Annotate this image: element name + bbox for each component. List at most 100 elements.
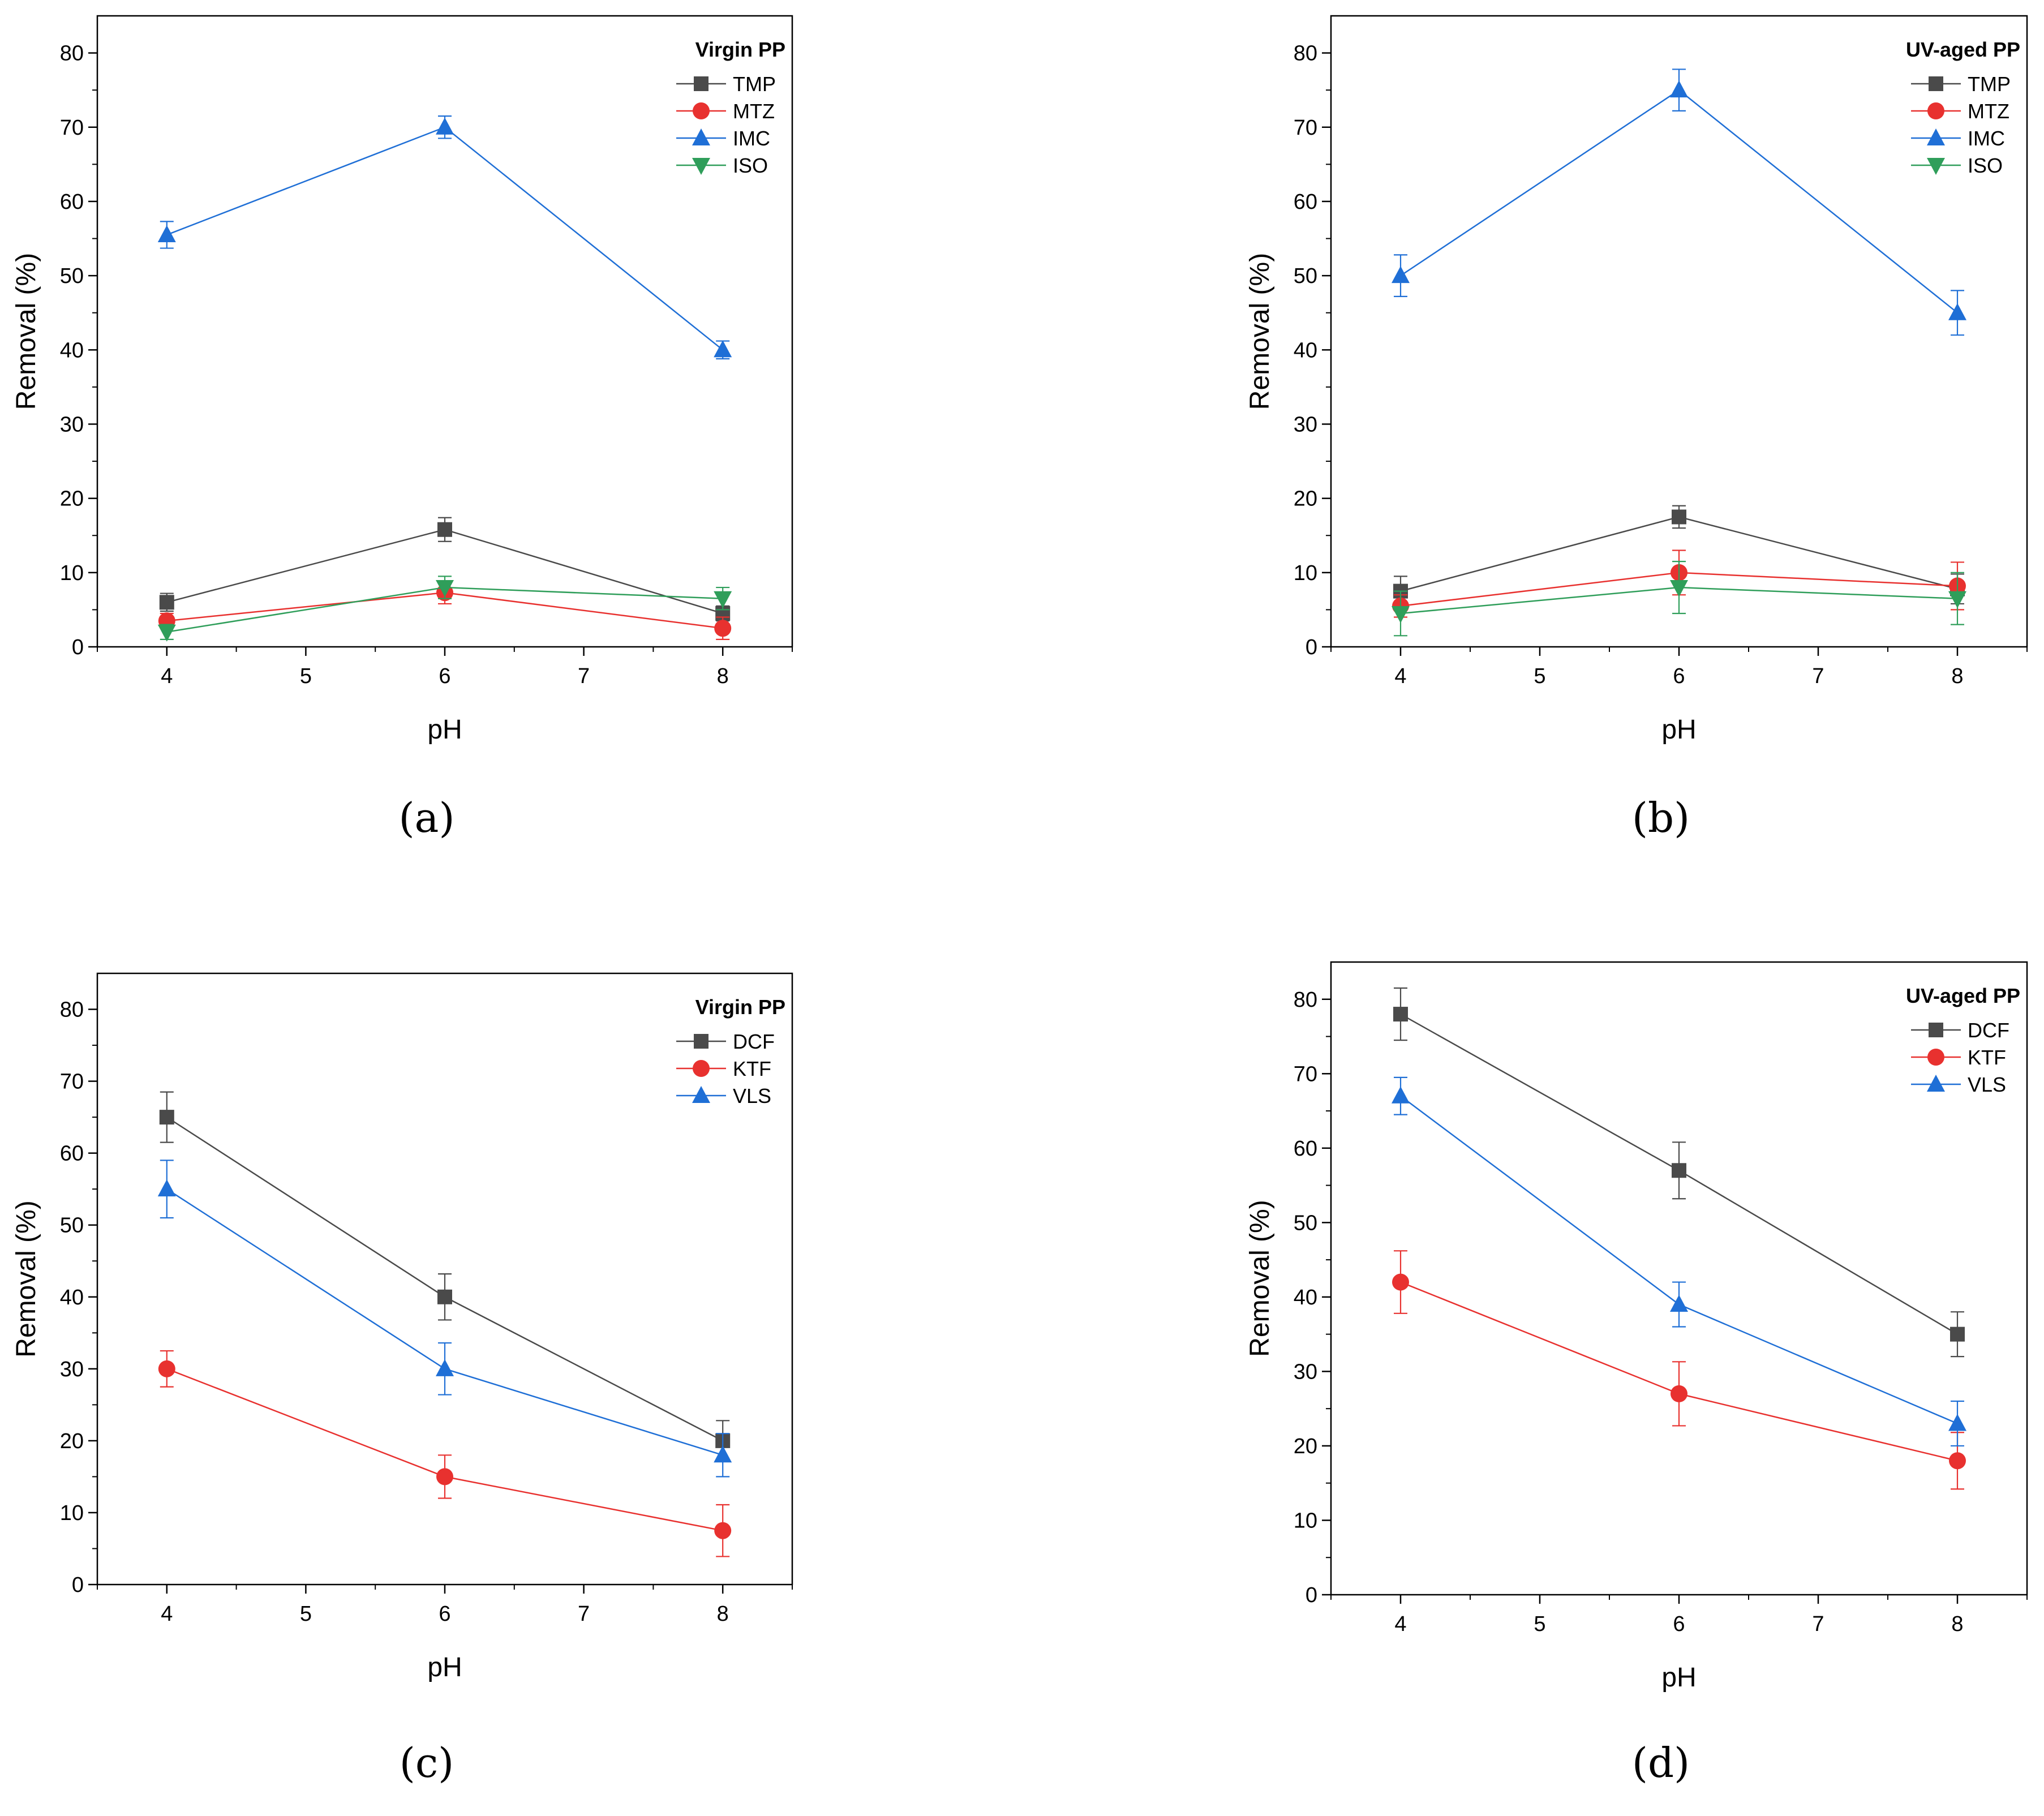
- x-tick-label: 7: [578, 664, 590, 688]
- x-tick-label: 4: [161, 1602, 173, 1626]
- y-tick-label: 10: [60, 1501, 84, 1525]
- series-tmp: [159, 517, 731, 622]
- legend-label: ISO: [733, 154, 768, 177]
- x-tick-label: 8: [717, 664, 729, 688]
- x-tick-label: 8: [1951, 1612, 1963, 1636]
- y-tick-label: 70: [1294, 1062, 1317, 1086]
- x-axis-title: pH: [1661, 1663, 1696, 1693]
- y-tick-label: 0: [1306, 1583, 1317, 1607]
- y-tick-label: 0: [72, 1573, 84, 1597]
- data-point: [1392, 606, 1410, 623]
- data-point: [1671, 1385, 1687, 1402]
- data-point: [436, 1468, 453, 1486]
- legend-label: DCF: [1968, 1019, 2009, 1042]
- legend-label: KTF: [733, 1057, 771, 1080]
- data-point: [1672, 1163, 1686, 1178]
- legend-marker: [1929, 76, 1943, 91]
- legend-marker: [693, 102, 710, 119]
- series-imc: [1392, 68, 1966, 336]
- y-tick-label: 40: [1294, 1286, 1317, 1310]
- data-point: [1948, 591, 1966, 608]
- y-tick-label: 0: [72, 636, 84, 659]
- series-line: [1400, 89, 1958, 314]
- y-tick-label: 30: [1294, 413, 1317, 436]
- data-point: [1393, 1007, 1408, 1022]
- data-point: [158, 1360, 175, 1377]
- data-point: [714, 591, 732, 608]
- x-axis-title: pH: [427, 1652, 462, 1682]
- legend-marker: [1929, 1023, 1943, 1037]
- legend-label: DCF: [733, 1030, 775, 1053]
- y-tick-label: 60: [1294, 1137, 1317, 1161]
- y-tick-label: 30: [60, 413, 84, 436]
- y-tick-label: 80: [1294, 988, 1317, 1012]
- x-axis-title: pH: [427, 715, 462, 745]
- data-point: [1670, 1295, 1688, 1312]
- y-tick-label: 70: [60, 1070, 84, 1094]
- legend: Virgin PP TMP MTZ IMC ISO: [676, 38, 785, 177]
- legend-label: ISO: [1968, 154, 2003, 177]
- data-point: [436, 580, 454, 598]
- y-tick-label: 10: [1294, 561, 1317, 585]
- legend-label: IMC: [733, 127, 770, 150]
- data-point: [1948, 303, 1966, 320]
- data-point: [1670, 580, 1688, 598]
- data-point: [1672, 509, 1686, 525]
- y-tick-label: 30: [1294, 1360, 1317, 1384]
- y-tick-label: 60: [60, 1142, 84, 1166]
- y-tick-label: 20: [1294, 487, 1317, 511]
- legend-marker: [693, 1060, 710, 1077]
- legend-label: VLS: [1968, 1073, 2006, 1096]
- data-point: [1392, 1086, 1410, 1104]
- legend-marker: [694, 1034, 708, 1049]
- legend-marker: [1927, 1075, 1945, 1092]
- panel-caption: (b): [1632, 794, 1690, 842]
- legend-label: VLS: [733, 1084, 771, 1107]
- x-tick-label: 8: [717, 1602, 729, 1626]
- legend-marker: [1927, 158, 1945, 175]
- y-tick-label: 60: [1294, 190, 1317, 214]
- legend-marker: [692, 158, 710, 175]
- data-point: [714, 620, 732, 637]
- panel-b: 0 10 20 30 40 50 60 70 80 4 5 6 7 8 pH Removal (%) UV-ag…: [1245, 15, 2028, 842]
- legend-label: MTZ: [1968, 100, 2009, 123]
- legend-label: TMP: [1968, 72, 2011, 96]
- legend-marker: [1927, 102, 1944, 119]
- data-point: [1670, 80, 1688, 98]
- y-tick-label: 40: [60, 1286, 84, 1310]
- y-axis-title: Removal (%): [1245, 253, 1275, 410]
- x-tick-label: 6: [1673, 1612, 1685, 1636]
- series-iso: [1392, 561, 1966, 637]
- legend-title: Virgin PP: [695, 995, 785, 1019]
- panel-caption: (d): [1632, 1739, 1690, 1787]
- panel-caption: (c): [400, 1739, 454, 1787]
- x-tick-label: 4: [161, 664, 173, 688]
- data-point: [714, 340, 732, 358]
- y-tick-label: 50: [60, 1214, 84, 1238]
- y-tick-label: 80: [60, 998, 84, 1022]
- y-tick-label: 0: [1306, 636, 1317, 659]
- x-tick-label: 7: [1812, 1612, 1824, 1636]
- data-point: [157, 1179, 176, 1197]
- series-iso: [157, 576, 732, 642]
- y-tick-label: 70: [1294, 116, 1317, 140]
- data-point: [436, 1359, 454, 1376]
- y-tick-label: 50: [60, 264, 84, 288]
- data-point: [1948, 1414, 1966, 1431]
- y-tick-label: 20: [1294, 1435, 1317, 1458]
- series-line: [166, 126, 723, 351]
- x-tick-label: 4: [1394, 664, 1406, 688]
- legend: Virgin PP DCF KTF VLS: [676, 995, 785, 1107]
- y-tick-label: 40: [1294, 338, 1317, 362]
- series-vls: [1392, 1076, 1966, 1447]
- legend-label: KTF: [1968, 1046, 2006, 1069]
- data-point: [437, 1289, 452, 1304]
- legend-marker: [692, 1086, 710, 1103]
- series-dcf: [159, 1091, 731, 1462]
- x-tick-label: 5: [1534, 664, 1545, 688]
- data-point: [159, 1110, 174, 1125]
- y-tick-label: 20: [60, 1429, 84, 1453]
- x-tick-label: 6: [439, 1602, 450, 1626]
- series-ktf: [1392, 1250, 1966, 1490]
- series-ktf: [158, 1350, 732, 1557]
